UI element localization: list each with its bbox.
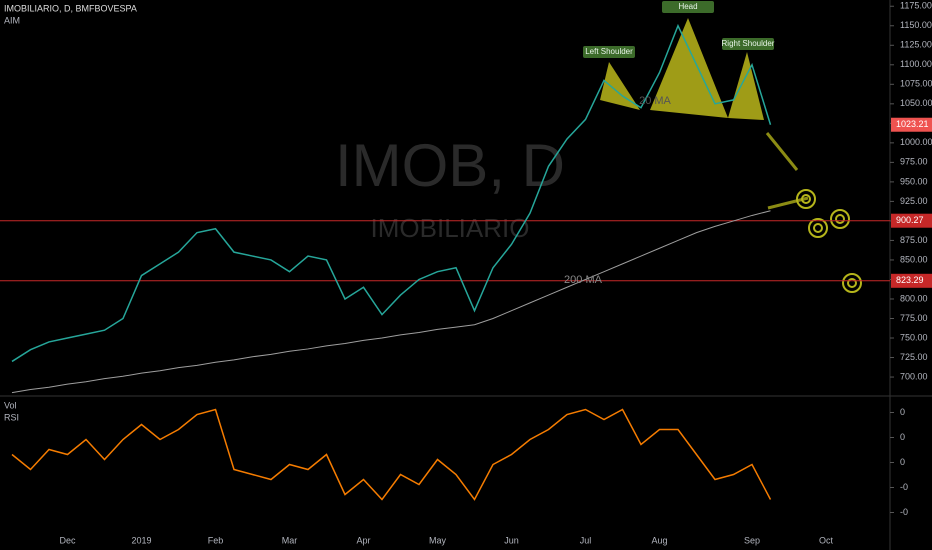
series-line	[11, 210, 771, 394]
y-tick-label: -0	[900, 482, 908, 492]
y-tick-label: 925.00	[900, 196, 928, 206]
y-tick-label: 1175.00	[900, 1, 932, 11]
y-tick-label: 1050.00	[900, 98, 932, 108]
y-tick-label: 775.00	[900, 313, 928, 323]
y-tick-label: 1075.00	[900, 79, 932, 89]
y-tick-label: 0	[900, 432, 905, 442]
y-tick-label: 800.00	[900, 293, 928, 303]
x-tick-label: Mar	[282, 535, 298, 545]
x-tick-label: Dec	[59, 535, 76, 545]
x-tick-label: Oct	[819, 535, 834, 545]
series-line	[11, 408, 772, 501]
x-tick-label: Sep	[744, 535, 760, 545]
x-tick-label: Jul	[580, 535, 592, 545]
annotation: 20 MA	[639, 95, 671, 107]
x-tick-label: 2019	[131, 535, 151, 545]
y-tick-label: 750.00	[900, 332, 928, 342]
panel-label: RSI	[4, 412, 19, 422]
annotation-box	[722, 38, 774, 50]
x-tick-label: Apr	[356, 535, 370, 545]
annotation: Head	[678, 2, 697, 11]
watermark-sub: IMOBILIARIO	[371, 213, 530, 243]
y-tick-label: 1150.00	[900, 20, 932, 30]
x-tick-label: May	[429, 535, 447, 545]
head-shape	[650, 18, 728, 118]
annotation: Left Shoulder	[585, 47, 633, 56]
header-title: IMOBILIARIO, D, BMFBOVESPA	[4, 3, 137, 13]
level-label: 900.27	[896, 215, 924, 225]
indicator: AIM	[4, 15, 20, 25]
level-label: 823.29	[896, 275, 924, 285]
x-tick-label: Jun	[504, 535, 519, 545]
right-shoulder-shape	[728, 52, 764, 120]
y-tick-label: 875.00	[900, 235, 928, 245]
annotation: Right Shoulder	[722, 39, 775, 48]
left-shoulder-shape	[600, 62, 640, 110]
annotation-box	[662, 1, 714, 13]
watermark: IMOB, D	[335, 132, 565, 199]
last-price-label: 1023.21	[896, 119, 929, 129]
y-tick-label: 1100.00	[900, 59, 932, 69]
x-tick-label: Feb	[208, 535, 224, 545]
series-line	[11, 23, 772, 363]
x-tick-label: Aug	[651, 535, 667, 545]
y-tick-label: -0	[900, 507, 908, 517]
level-tag	[891, 273, 932, 288]
panel-label: Vol	[4, 400, 17, 410]
annotation-box	[583, 46, 635, 58]
y-tick-label: 950.00	[900, 176, 928, 186]
targets	[796, 189, 862, 293]
y-tick-label: 0	[900, 457, 905, 467]
y-tick-label: 725.00	[900, 352, 928, 362]
annotation: 200 MA	[564, 274, 603, 286]
y-tick-label: 850.00	[900, 254, 928, 264]
y-tick-label: 1125.00	[900, 40, 932, 50]
level-tag	[891, 213, 932, 228]
y-tick-label: 975.00	[900, 157, 928, 167]
y-tick-label: 1000.00	[900, 137, 932, 147]
last-price-tag	[891, 117, 932, 132]
arrow	[765, 132, 799, 171]
y-tick-label: 0	[900, 407, 905, 417]
y-tick-label: 700.00	[900, 371, 928, 381]
